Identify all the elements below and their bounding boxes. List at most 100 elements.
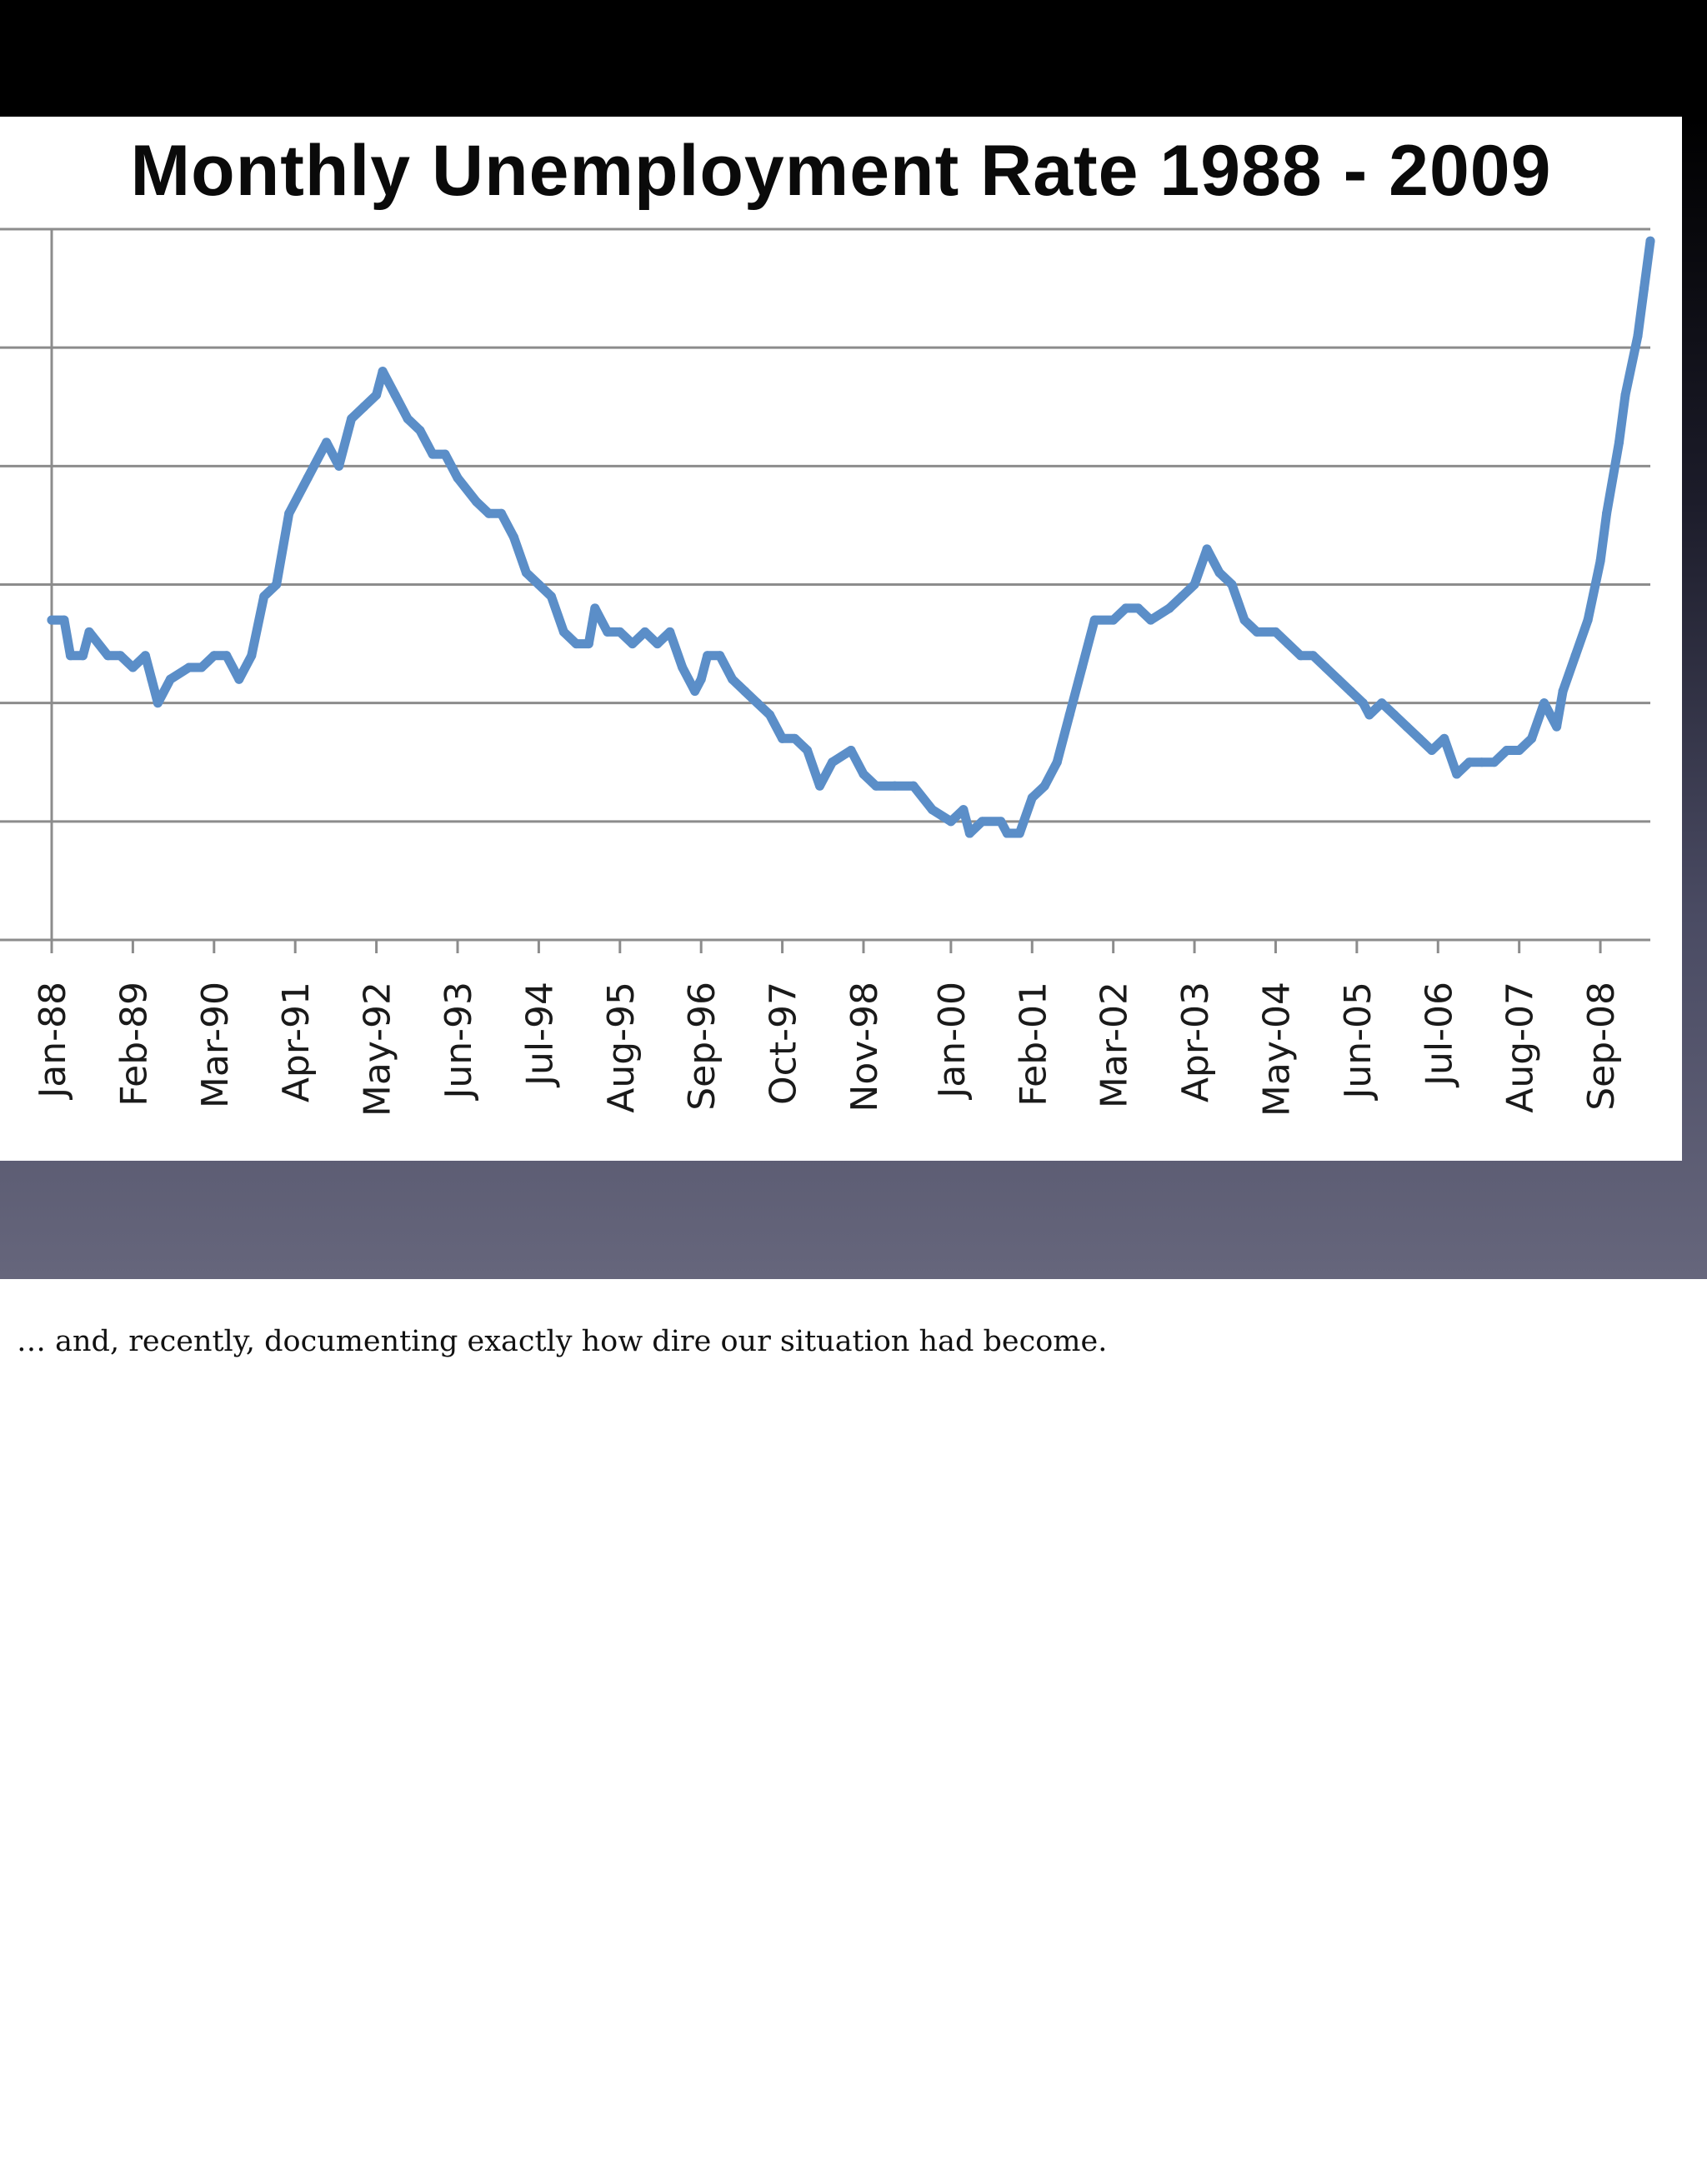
x-tick-label: May-04: [1255, 982, 1298, 1117]
data-point: [1514, 746, 1524, 756]
data-point: [78, 651, 88, 661]
data-point: [1552, 722, 1562, 732]
x-tick-label: Mar-90: [194, 982, 237, 1108]
data-point: [665, 627, 675, 637]
data-point: [197, 662, 207, 672]
x-tick-label: Jul-06: [1418, 982, 1460, 1088]
data-point: [546, 592, 556, 602]
data-point: [496, 508, 506, 518]
data-point: [1064, 710, 1074, 720]
x-tick-label: Aug-95: [600, 982, 643, 1113]
data-point: [959, 805, 969, 815]
data-point: [1333, 674, 1343, 684]
data-point: [428, 449, 438, 459]
data-point: [703, 651, 713, 661]
data-point: [1614, 437, 1624, 447]
data-point: [1595, 556, 1605, 566]
data-point: [165, 674, 175, 684]
data-point: [440, 449, 450, 459]
x-tick-label: Oct-97: [763, 982, 805, 1105]
data-point: [65, 651, 75, 661]
data-point: [147, 674, 157, 684]
data-point: [140, 651, 150, 661]
data-point: [403, 413, 413, 423]
data-point: [690, 686, 700, 696]
data-point: [372, 390, 382, 400]
data-point: [1189, 580, 1199, 589]
data-point: [640, 627, 650, 637]
x-tick-label: Jan-00: [931, 982, 974, 1101]
data-point: [846, 746, 856, 756]
data-point: [628, 639, 638, 649]
data-point: [222, 651, 232, 661]
data-point: [715, 651, 725, 661]
data-point: [1002, 828, 1012, 838]
data-point: [571, 639, 581, 649]
x-ticks: [50, 940, 1602, 953]
data-point: [415, 426, 425, 436]
data-point: [184, 662, 194, 672]
data-point: [1377, 698, 1387, 708]
data-point: [209, 651, 219, 661]
data-point: [1121, 603, 1131, 613]
data-point: [1283, 639, 1293, 649]
data-point: [390, 390, 400, 400]
data-point: [1477, 757, 1487, 767]
x-tick-labels: Jan-88 Feb-89 Mar-90 Apr-91 May-92 Jun-93 Jul-…: [32, 982, 1623, 1117]
data-point: [1345, 686, 1355, 696]
data-point: [47, 615, 57, 625]
unemployment-line-chart: Jan-88 Feb-89 Mar-90 Apr-91 May-92 Jun-93 Jul-…: [0, 227, 1655, 1117]
data-point: [815, 781, 825, 791]
data-point: [115, 651, 125, 661]
data-point: [1620, 390, 1630, 400]
data-point: [1645, 236, 1655, 246]
data-point: [533, 580, 543, 589]
data-point: [272, 580, 282, 589]
data-point: [1202, 544, 1212, 554]
data-point: [521, 567, 531, 577]
data-point: [1027, 792, 1037, 802]
data-point: [803, 746, 813, 756]
data-point: [1633, 331, 1643, 341]
data-point: [1539, 698, 1549, 708]
data-point: [1389, 710, 1399, 720]
data-point: [1358, 698, 1368, 708]
data-point: [103, 651, 113, 661]
data-point: [1308, 651, 1318, 661]
data-point: [483, 508, 493, 518]
data-point: [1602, 508, 1612, 518]
data-point: [1164, 603, 1174, 613]
data-point: [583, 639, 593, 649]
data-point: [1583, 615, 1593, 625]
data-point: [471, 497, 481, 507]
data-point: [871, 781, 881, 791]
data-point: [1270, 627, 1280, 637]
data-point: [1089, 615, 1099, 625]
x-tick-label: Feb-89: [113, 982, 155, 1107]
data-point: [590, 603, 600, 613]
data-point: [59, 615, 69, 625]
x-tick-label: May-92: [357, 982, 399, 1117]
data-point: [1402, 722, 1412, 732]
data-point: [1639, 283, 1649, 293]
data-point: [1146, 615, 1156, 625]
data-point: [765, 710, 775, 720]
data-point: [1014, 828, 1024, 838]
data-point: [1502, 746, 1512, 756]
data-point: [1239, 615, 1249, 625]
data-point: [728, 674, 738, 684]
data-point: [740, 686, 750, 696]
data-point: [696, 674, 706, 684]
data-point: [996, 817, 1006, 827]
data-point: [1489, 757, 1499, 767]
data-point: [1439, 733, 1449, 743]
data-point: [153, 698, 163, 708]
x-tick-label: Feb-01: [1012, 982, 1054, 1107]
data-point: [790, 733, 800, 743]
x-tick-label: Jun-05: [1337, 982, 1379, 1102]
data-point: [889, 781, 899, 791]
data-point: [1295, 651, 1305, 661]
data-point: [128, 662, 138, 672]
data-point: [453, 473, 463, 483]
x-tick-label: Jun-93: [438, 982, 480, 1102]
